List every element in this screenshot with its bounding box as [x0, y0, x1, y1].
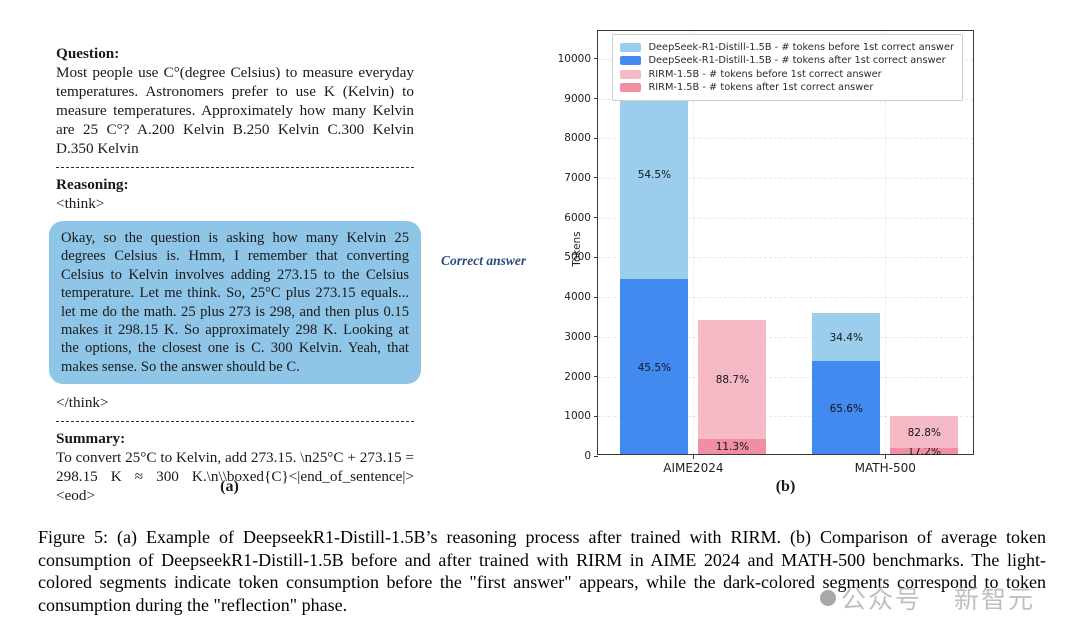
bar-percentage-label: 17.2%	[907, 445, 941, 458]
question-heading: Question:	[56, 45, 120, 62]
y-tick-mark	[594, 58, 598, 60]
x-tick-label: MATH-500	[854, 461, 916, 475]
y-tick-mark	[594, 415, 598, 417]
y-tick-label: 9000	[564, 92, 591, 105]
y-tick-label: 2000	[564, 370, 591, 383]
x-tick-mark	[884, 455, 886, 459]
y-tick-mark	[594, 256, 598, 258]
y-tick-mark	[594, 455, 598, 457]
chart-legend: DeepSeek-R1-Distill-1.5B - # tokens befo…	[612, 34, 963, 101]
y-tick-label: 3000	[564, 330, 591, 343]
question-text: Most people use C°(degree Celsius) to me…	[56, 64, 414, 157]
subfigure-a-label: (a)	[220, 478, 239, 495]
bar-percentage-label: 34.4%	[829, 332, 863, 345]
y-gridline	[598, 376, 973, 378]
legend-swatch	[620, 56, 642, 65]
y-tick-label: 7000	[564, 171, 591, 184]
think-open-tag: <think>	[56, 195, 105, 212]
legend-entry: RIRM-1.5B - # tokens before 1st correct …	[620, 69, 954, 80]
y-tick-label: 4000	[564, 291, 591, 304]
x-tick-mark	[692, 455, 694, 459]
legend-entry: DeepSeek-R1-Distill-1.5B - # tokens afte…	[620, 55, 954, 66]
legend-swatch	[620, 42, 642, 52]
y-tick-label: 0	[584, 450, 591, 462]
bar-percentage-label: 54.5%	[637, 168, 672, 181]
y-tick-label: 10000	[557, 52, 591, 65]
bar-percentage-label: 65.6%	[829, 402, 863, 415]
bar-segment	[620, 68, 689, 280]
y-gridline	[598, 217, 973, 219]
figure-caption: Figure 5: (a) Example of DeepseekR1-Dist…	[38, 527, 1046, 615]
think-bubble: Okay, so the question is asking how many…	[49, 221, 421, 385]
y-tick-label: 6000	[564, 211, 591, 224]
bar-percentage-label: 11.3%	[715, 441, 750, 454]
y-gridline	[598, 257, 973, 259]
y-tick-mark	[594, 217, 598, 219]
bar-segment	[812, 361, 881, 454]
y-gridline	[598, 138, 973, 140]
plot-area: Tokens DeepSeek-R1-Distill-1.5B - # toke…	[558, 30, 974, 475]
y-gridline	[598, 416, 973, 418]
y-gridline	[598, 336, 973, 338]
bar-percentage-label: 82.8%	[907, 426, 941, 439]
y-tick-mark	[594, 296, 598, 298]
x-gridline	[885, 31, 887, 454]
bar-segment	[812, 313, 881, 362]
legend-label: DeepSeek-R1-Distill-1.5B - # tokens afte…	[648, 55, 946, 66]
legend-entry: DeepSeek-R1-Distill-1.5B - # tokens befo…	[620, 42, 954, 53]
reasoning-heading: Reasoning:	[56, 176, 129, 193]
y-axis-label: Tokens	[571, 231, 583, 267]
y-tick-label: 5000	[564, 251, 591, 264]
token-consumption-bar-chart: Tokens DeepSeek-R1-Distill-1.5B - # toke…	[540, 0, 1080, 520]
x-gridline	[693, 31, 695, 454]
legend-label: RIRM-1.5B - # tokens after 1st correct a…	[648, 82, 874, 93]
bar-percentage-label: 45.5%	[637, 361, 672, 374]
y-gridline	[598, 297, 973, 299]
reasoning-example-panel: Question: Most people use C°(degree Cels…	[49, 44, 421, 505]
bar-percentage-label: 88.7%	[715, 374, 750, 387]
bar-segment	[698, 438, 767, 454]
y-tick-mark	[594, 177, 598, 179]
think-text: Okay, so the question is asking how many…	[61, 230, 409, 375]
bar-segment	[620, 279, 689, 454]
y-tick-label: 1000	[564, 410, 591, 423]
summary-text: To convert 25°C to Kelvin, add 273.15. \…	[56, 449, 414, 505]
y-tick-mark	[594, 336, 598, 338]
legend-swatch	[620, 69, 642, 79]
y-tick-mark	[594, 137, 598, 139]
legend-swatch	[620, 83, 642, 92]
dashed-separator	[56, 421, 414, 423]
correct-answer-annotation: Correct answer	[441, 253, 527, 268]
bar-segment	[890, 447, 959, 454]
x-tick-label: AIME2024	[663, 461, 724, 475]
dashed-separator	[56, 167, 414, 168]
subfigure-b-label: (b)	[775, 478, 796, 495]
bar-segment	[698, 319, 767, 439]
bar-segment	[890, 416, 959, 448]
y-tick-mark	[594, 376, 598, 378]
y-tick-label: 8000	[564, 132, 591, 145]
y-tick-mark	[594, 98, 598, 100]
y-gridline	[598, 177, 973, 179]
legend-label: DeepSeek-R1-Distill-1.5B - # tokens befo…	[648, 41, 954, 53]
legend-label: RIRM-1.5B - # tokens before 1st correct …	[648, 68, 882, 80]
summary-heading: Summary:	[56, 430, 126, 448]
think-close-tag: </think>	[56, 394, 109, 412]
legend-entry: RIRM-1.5B - # tokens after 1st correct a…	[620, 82, 954, 93]
